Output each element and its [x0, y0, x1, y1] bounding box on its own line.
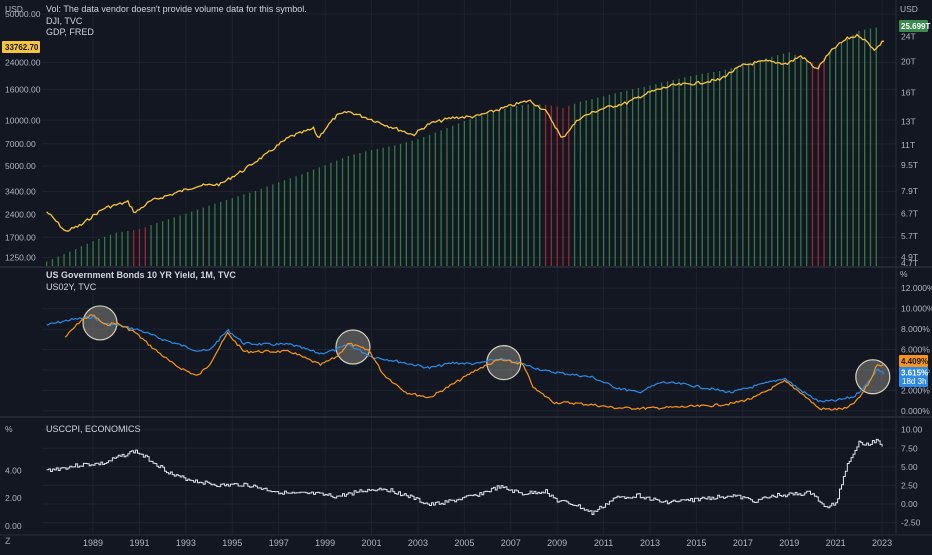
left-axis-tick-label: 3400.00	[5, 187, 36, 197]
legend-usccpi: USCCPI, ECONOMICS	[46, 424, 141, 434]
right-axis-tick-label: 13T	[901, 117, 916, 127]
time-axis-tick-label: 2015	[686, 538, 706, 548]
us02y-value-badge: 3.615%	[901, 369, 928, 378]
middle-axis-tick-label: 10.000%	[901, 304, 932, 314]
bottom-right-tick-label: 2.50	[901, 480, 918, 490]
right-axis-tick-label: 9.5T	[901, 160, 918, 170]
usccpi-line	[46, 438, 883, 515]
middle-axis-tick-label: 12.000%	[901, 283, 932, 293]
time-axis-tick-label: 2003	[408, 538, 428, 548]
dji-line	[46, 33, 885, 233]
left-axis-tick-label: 10000.00	[5, 115, 41, 125]
right-axis-tick-label: 4.9T	[901, 252, 918, 262]
bottom-left-tick-label: 0.00	[5, 521, 22, 531]
left-axis-tick-label: 50000.00	[5, 9, 41, 19]
time-axis-tick-label: 1991	[129, 538, 149, 548]
bottom-right-tick-label: -2.50	[901, 518, 921, 528]
legend-gdp: GDP, FRED	[46, 27, 94, 37]
middle-right-unit: %	[900, 269, 908, 279]
time-axis-tick-label: 2001	[362, 538, 382, 548]
middle-axis-tick-label: 0.000%	[901, 406, 930, 416]
bottom-right-tick-label: 10.00	[901, 425, 923, 435]
dji-price-badge: 33762.70	[5, 43, 39, 52]
right-axis-tick-label: 16T	[901, 88, 916, 98]
middle-axis-tick-label: 8.000%	[901, 324, 930, 334]
legend-us10y: US Government Bonds 10 YR Yield, 1M, TVC	[46, 270, 236, 280]
legend-dji: DJI, TVC	[46, 16, 83, 26]
time-axis-tick-label: 1989	[83, 538, 103, 548]
left-axis-tick-label: 24000.00	[5, 57, 41, 67]
time-axis-tick-label: 2023	[872, 538, 892, 548]
time-axis-tick-label: 1995	[222, 538, 242, 548]
time-axis-tick-label: 2017	[733, 538, 753, 548]
bottom-right-tick-label: 7.50	[901, 443, 918, 453]
right-axis-tick-label: 11T	[901, 140, 915, 150]
time-axis-tick-label: 1993	[176, 538, 196, 548]
right-axis-tick-label: 24T	[901, 31, 916, 41]
us10y-value-badge-bg	[899, 355, 928, 367]
legend-volume: Vol: The data vendor doesn't provide vol…	[46, 4, 307, 14]
bottom-left-tick-label: 4.00	[5, 465, 22, 475]
bottom-right-tick-label: 0.00	[901, 499, 918, 509]
right-axis-tick-label: 4.7T	[901, 258, 918, 268]
us02y-value-badge-bg	[899, 367, 928, 387]
dji-price-badge-bg	[2, 41, 40, 53]
left-axis-tick-label: 16000.00	[5, 84, 41, 94]
right-axis-tick-label: 20T	[901, 57, 916, 67]
left-axis-tick-label: 2400.00	[5, 209, 36, 219]
time-axis-tick-label: 1997	[269, 538, 289, 548]
left-axis-tick-label: 5000.00	[5, 161, 36, 171]
us02y-line	[46, 314, 885, 403]
top-right-unit: USD	[900, 4, 918, 14]
time-axis-tick-label: 2021	[826, 538, 846, 548]
time-axis-tick-label: 2009	[547, 538, 567, 548]
right-axis-tick-label: 6.7T	[901, 209, 918, 219]
time-axis-tick-label: 2011	[594, 538, 613, 548]
us10y-line	[64, 314, 884, 411]
time-axis-tick-label: 2005	[454, 538, 474, 548]
time-axis-tick-label: 2019	[779, 538, 799, 548]
bottom-right-tick-label: 5.00	[901, 462, 918, 472]
bottom-left-unit: %	[5, 424, 13, 434]
time-axis-tick-label: 2013	[640, 538, 660, 548]
left-axis-tick-label: 7000.00	[5, 139, 36, 149]
time-axis-tick-label: 2007	[501, 538, 521, 548]
us02y-countdown: 18d 3h	[902, 377, 926, 386]
left-axis-tick-label: 1700.00	[5, 232, 36, 242]
left-axis-tick-label: 1250.00	[5, 253, 36, 263]
top-left-unit: USD	[5, 4, 23, 14]
middle-axis-tick-label: 2.000%	[901, 385, 930, 395]
us10y-value-badge: 4.409%	[901, 357, 928, 366]
gdp-value-badge: 25.699T	[901, 22, 930, 31]
bottom-left-tick-label: 2.00	[5, 493, 22, 503]
gdp-value-badge-bg	[899, 20, 928, 32]
right-axis-tick-label: 5.7T	[901, 231, 918, 241]
right-axis-tick-label: 7.9T	[901, 186, 918, 196]
legend-us02y: US02Y, TVC	[46, 282, 97, 292]
tradingview-logo-icon: Z	[5, 536, 11, 546]
time-axis-tick-label: 1999	[315, 538, 335, 548]
middle-axis-tick-label: 6.000%	[901, 345, 930, 355]
